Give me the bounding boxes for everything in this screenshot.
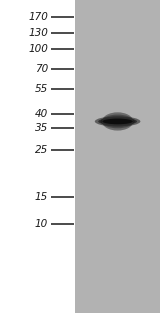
Text: 15: 15 [35,192,48,202]
Bar [0,0,75,313]
Text: 10: 10 [35,219,48,229]
Ellipse shape [98,118,137,125]
Bar [75,0,160,313]
Text: 170: 170 [28,12,48,22]
Ellipse shape [95,116,140,126]
Text: 100: 100 [28,44,48,54]
Ellipse shape [102,112,133,131]
Text: 130: 130 [28,28,48,38]
Ellipse shape [101,115,134,128]
Ellipse shape [100,116,135,126]
Text: 40: 40 [35,109,48,119]
Text: 25: 25 [35,145,48,155]
Text: 70: 70 [35,64,48,74]
Ellipse shape [102,119,133,124]
Text: 55: 55 [35,84,48,94]
Text: 35: 35 [35,123,48,133]
